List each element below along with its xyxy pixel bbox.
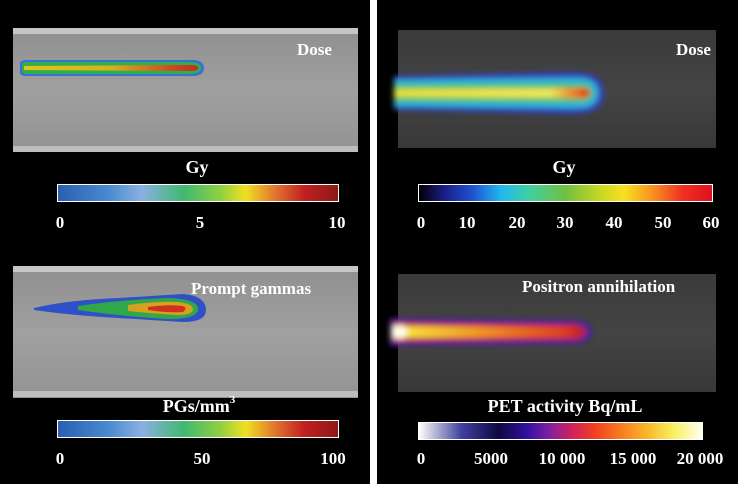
panel-b-dose-tick: 30 — [556, 213, 574, 232]
panel-b-pet-colorbar — [418, 422, 703, 440]
panel-b-dose-tick: 10 — [458, 213, 476, 232]
panel-a-dose-colorbar — [57, 184, 339, 202]
panel-b-positron-label: Positron annihilation — [522, 277, 676, 296]
panel-b-dose-tick: 20 — [508, 213, 526, 232]
panel-b-dose-tick: 40 — [605, 213, 623, 232]
panel-a-dose-image — [8, 12, 363, 155]
panel-a-pg-tick: 50 — [193, 449, 211, 468]
panel-b-pet-tick: 10 000 — [538, 449, 586, 468]
panel-a-dose-tick: 5 — [195, 213, 205, 232]
panel-a-dose-label: Dose — [297, 40, 332, 59]
panel-a-prompt-gamma-label: Prompt gammas — [191, 279, 312, 298]
panel-a-prompt-gamma-image — [8, 258, 363, 400]
panel-b-dose-unit: Gy — [552, 157, 576, 177]
panel-b-dose-tick: 50 — [654, 213, 672, 232]
panel-a-pg-tick: 0 — [55, 449, 65, 468]
panel-b-pet-tick: 15 000 — [609, 449, 657, 468]
panel-a: a Dose Gy 0 5 — [0, 0, 370, 484]
panel-a-dose-tick: 10 — [328, 213, 346, 232]
panel-b-dose-image — [382, 10, 733, 155]
panel-b: b D — [377, 0, 738, 484]
panel-b-pet-tick: 0 — [416, 449, 426, 468]
panel-b-pet-tick: 5000 — [474, 449, 508, 468]
panel-a-dose-unit: Gy — [185, 157, 209, 177]
panel-a-pg-unit: PGs/mm3 — [162, 394, 236, 416]
panel-b-pet-image — [382, 266, 733, 392]
panel-b-dose-label: Dose — [676, 40, 711, 59]
panel-a-dose-tick: 0 — [55, 213, 65, 232]
panel-a-pg-colorbar — [57, 420, 339, 438]
panel-a-pg-tick: 100 — [320, 449, 346, 468]
panel-b-dose-tick: 0 — [416, 213, 426, 232]
panel-b-dose-colorbar — [418, 184, 713, 202]
panel-b-pet-tick: 20 000 — [676, 449, 724, 468]
panel-b-pet-unit: PET activity Bq/mL — [487, 396, 643, 416]
panel-b-dose-tick: 60 — [702, 213, 720, 232]
